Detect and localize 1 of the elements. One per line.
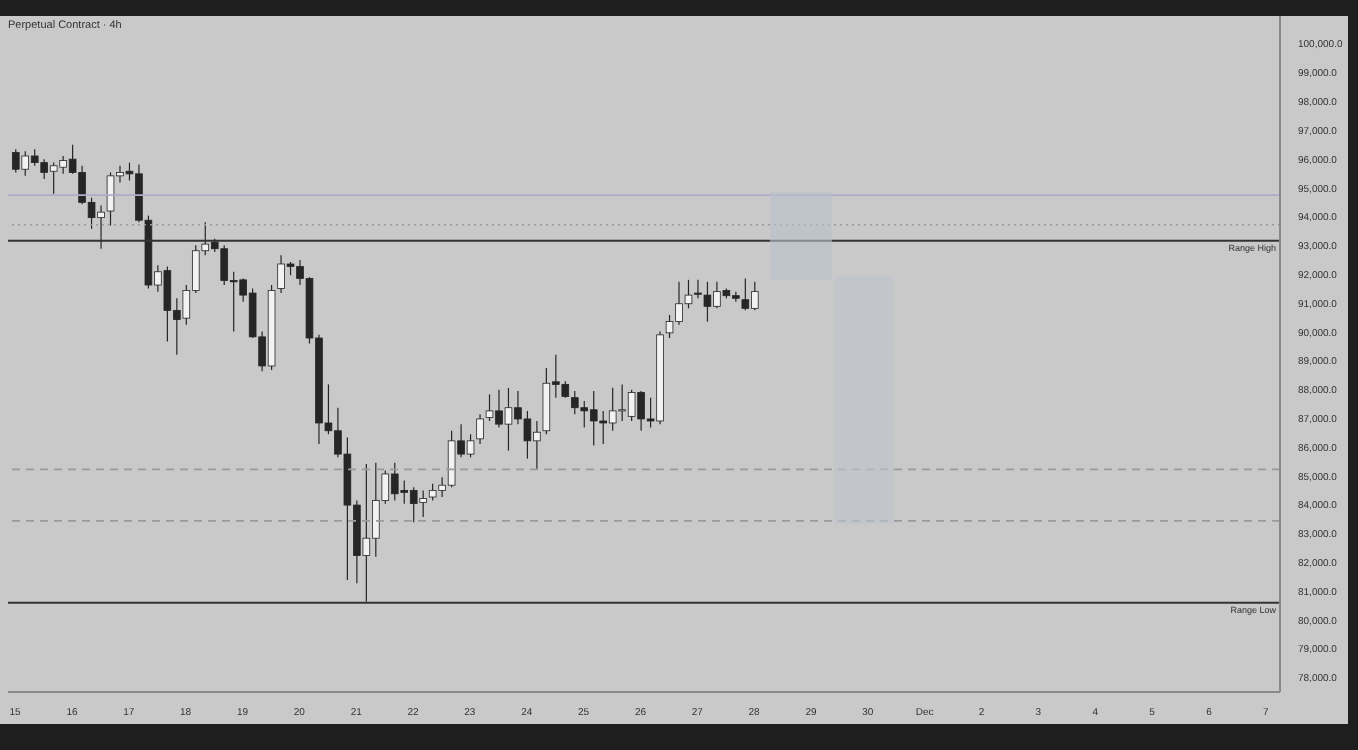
candlestick bbox=[476, 413, 484, 445]
